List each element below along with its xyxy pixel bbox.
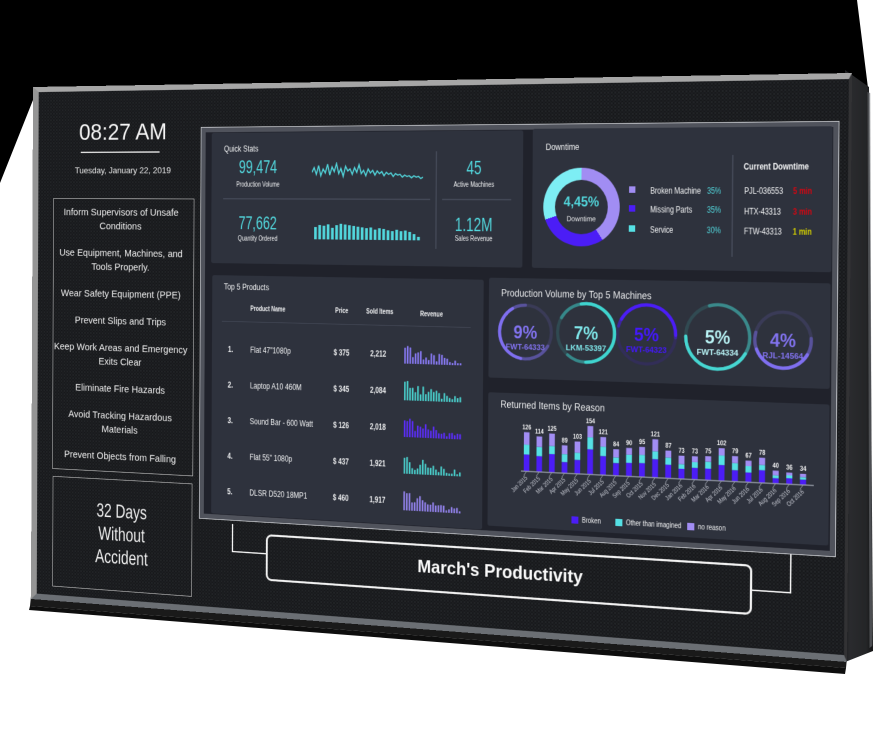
svg-text:FWT-64334: FWT-64334 [697, 349, 739, 359]
svg-text:121: 121 [651, 431, 660, 439]
svg-text:114: 114 [535, 428, 545, 436]
svg-text:73: 73 [678, 448, 684, 456]
svg-text:9%: 9% [513, 323, 537, 344]
svg-text:67: 67 [745, 452, 751, 460]
svg-text:121: 121 [599, 429, 608, 437]
svg-text:102: 102 [717, 440, 727, 448]
svg-text:5%: 5% [634, 325, 659, 346]
svg-text:40: 40 [772, 462, 779, 470]
svg-text:4%: 4% [770, 330, 796, 352]
svg-text:FWT-64323: FWT-64323 [626, 346, 667, 355]
svg-text:36: 36 [786, 464, 793, 472]
svg-text:RJL-14564: RJL-14564 [762, 352, 803, 362]
svg-text:LKM-53397: LKM-53397 [566, 344, 607, 353]
svg-text:5%: 5% [705, 327, 731, 349]
svg-text:75: 75 [705, 448, 711, 456]
svg-text:84: 84 [613, 441, 620, 449]
svg-text:154: 154 [586, 418, 596, 426]
svg-text:95: 95 [639, 439, 645, 447]
svg-text:78: 78 [759, 449, 765, 457]
svg-text:103: 103 [573, 433, 582, 441]
svg-text:7%: 7% [574, 323, 599, 344]
svg-text:125: 125 [548, 426, 557, 434]
svg-text:126: 126 [522, 424, 531, 432]
svg-text:73: 73 [692, 448, 698, 456]
svg-text:87: 87 [665, 442, 671, 450]
svg-text:89: 89 [562, 437, 568, 445]
svg-text:34: 34 [800, 466, 808, 474]
svg-text:90: 90 [626, 440, 632, 448]
svg-text:79: 79 [732, 448, 738, 456]
svg-text:FWT-64333: FWT-64333 [506, 343, 545, 352]
